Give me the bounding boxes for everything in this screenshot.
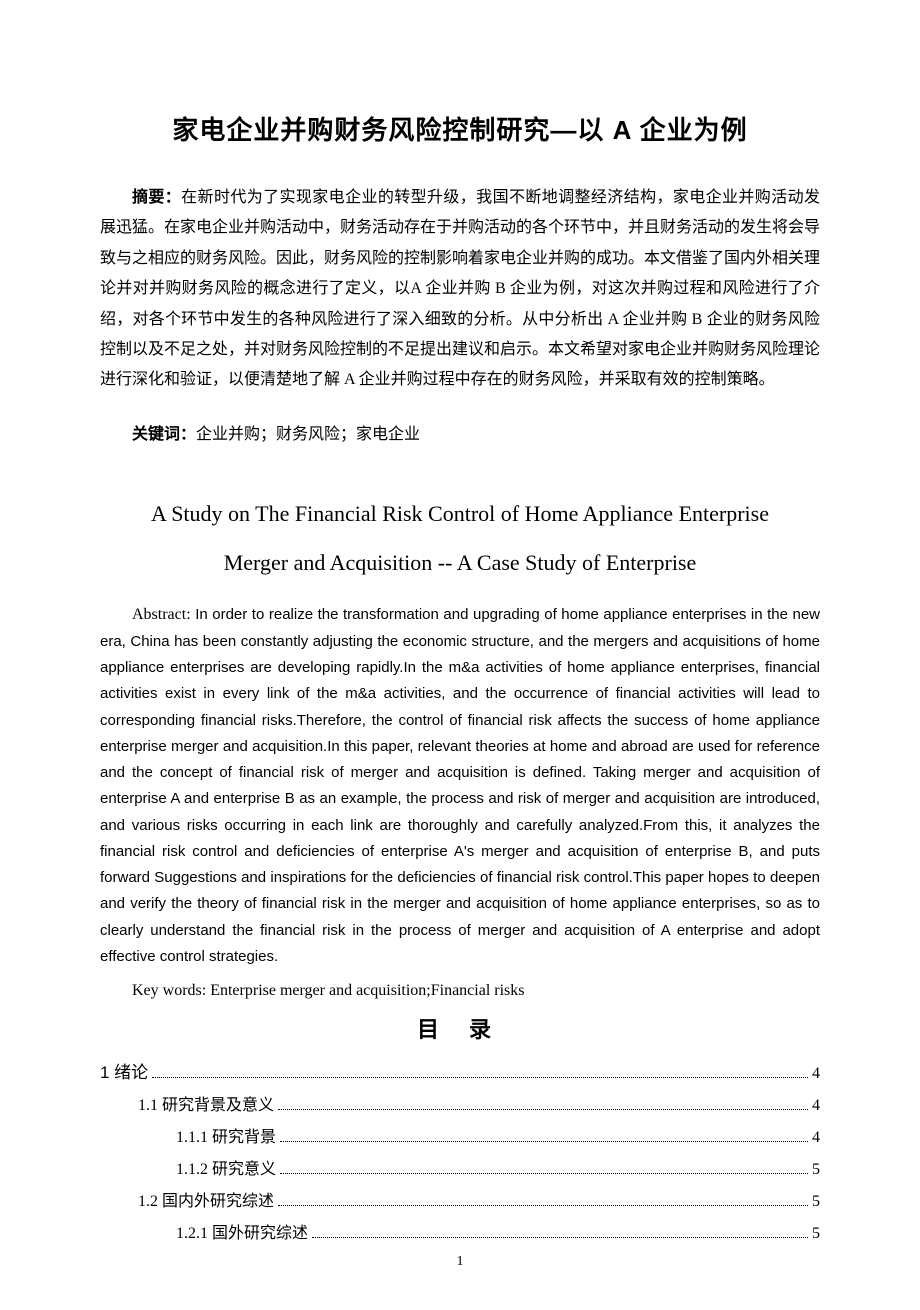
toc-dots xyxy=(280,1131,808,1142)
toc-row: 1.2 国内外研究综述 5 xyxy=(100,1186,820,1218)
abstract-cn-body: 在新时代为了实现家电企业的转型升级，我国不断地调整经济结构，家电企业并购活动发展… xyxy=(100,189,820,388)
toc-dots xyxy=(152,1067,808,1078)
toc-text: 1.1 研究背景及意义 xyxy=(138,1090,274,1122)
toc-page: 4 xyxy=(812,1122,820,1154)
toc-dots xyxy=(278,1195,808,1206)
toc-page: 4 xyxy=(812,1090,820,1122)
toc-text: 1 绪论 xyxy=(100,1056,148,1090)
toc-row: 1.1.1 研究背景 4 xyxy=(100,1122,820,1154)
keywords-en: Key words: Enterprise merger and acquisi… xyxy=(100,978,820,1004)
toc-title: 目 录 xyxy=(100,1012,820,1044)
title-en-line1: A Study on The Financial Risk Control of… xyxy=(100,490,820,538)
abstract-en: Abstract: In order to realize the transf… xyxy=(100,601,820,970)
toc-dots xyxy=(278,1099,808,1110)
toc-page: 5 xyxy=(812,1218,820,1250)
toc-text: 1.2 国内外研究综述 xyxy=(138,1186,274,1218)
toc: 1 绪论 4 1.1 研究背景及意义 4 1.1.1 研究背景 4 1.1.2 … xyxy=(100,1056,820,1250)
title-en-line2: Merger and Acquisition -- A Case Study o… xyxy=(100,539,820,587)
toc-page: 4 xyxy=(812,1058,820,1090)
toc-text: 1.2.1 国外研究综述 xyxy=(176,1218,308,1250)
keywords-cn-label: 关键词： xyxy=(132,426,196,443)
page-container: 家电企业并购财务风险控制研究—以 A 企业为例 摘要：在新时代为了实现家电企业的… xyxy=(0,0,920,1310)
abstract-en-label: Abstract: xyxy=(132,606,191,623)
toc-page: 5 xyxy=(812,1154,820,1186)
abstract-cn: 摘要：在新时代为了实现家电企业的转型升级，我国不断地调整经济结构，家电企业并购活… xyxy=(100,183,820,396)
title-cn: 家电企业并购财务风险控制研究—以 A 企业为例 xyxy=(100,110,820,147)
keywords-cn-body: 企业并购；财务风险；家电企业 xyxy=(196,426,420,443)
toc-row: 1.1 研究背景及意义 4 xyxy=(100,1090,820,1122)
toc-page: 5 xyxy=(812,1186,820,1218)
toc-row: 1.2.1 国外研究综述 5 xyxy=(100,1218,820,1250)
toc-text: 1.1.1 研究背景 xyxy=(176,1122,276,1154)
toc-row: 1.1.2 研究意义 5 xyxy=(100,1154,820,1186)
title-en: A Study on The Financial Risk Control of… xyxy=(100,490,820,587)
toc-text: 1.1.2 研究意义 xyxy=(176,1154,276,1186)
toc-dots xyxy=(312,1227,808,1238)
toc-dots xyxy=(280,1163,808,1174)
abstract-en-body: In order to realize the transformation a… xyxy=(100,606,820,965)
abstract-cn-label: 摘要： xyxy=(132,189,181,206)
page-number: 1 xyxy=(0,1254,920,1270)
toc-row: 1 绪论 4 xyxy=(100,1056,820,1090)
keywords-cn: 关键词：企业并购；财务风险；家电企业 xyxy=(100,420,820,450)
